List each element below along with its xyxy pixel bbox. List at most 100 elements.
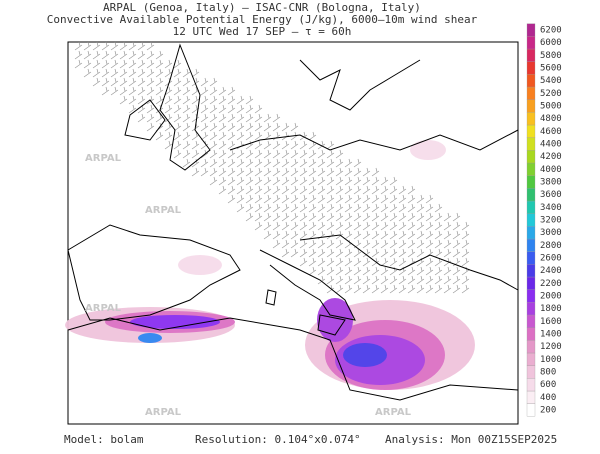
wind-barb (317, 248, 326, 258)
wind-barb (434, 230, 443, 240)
wind-barb (398, 221, 407, 231)
wind-barb (290, 176, 299, 186)
wind-barb (380, 248, 389, 258)
wind-barb (101, 68, 110, 78)
wind-barb (92, 59, 101, 69)
wind-barb (452, 221, 461, 231)
wind-barb (362, 221, 371, 231)
wind-barb (173, 149, 182, 159)
wind-barb (371, 257, 380, 267)
wind-barb (236, 122, 245, 132)
colorbar-swatch (526, 327, 536, 341)
wind-barb (290, 248, 299, 258)
wind-barb (155, 77, 164, 87)
wind-barb (335, 203, 344, 213)
wind-barb (335, 257, 344, 267)
watermark: ARPAL (145, 205, 182, 216)
colorbar-swatch (526, 175, 536, 189)
wind-barb (344, 248, 353, 258)
wind-barb (200, 77, 209, 87)
wind-barb (164, 59, 173, 69)
wind-barb (461, 275, 470, 285)
wind-barb (452, 248, 461, 258)
wind-barb (173, 113, 182, 123)
wind-barb (290, 140, 299, 150)
wind-barb (335, 248, 344, 258)
colorbar-label: 2000 (540, 292, 562, 302)
wind-barb (281, 131, 290, 141)
wind-barb (317, 203, 326, 213)
wind-barb (308, 257, 317, 267)
wind-barb (317, 194, 326, 204)
wind-barb (137, 41, 146, 51)
colorbar-swatch (526, 264, 536, 278)
wind-barb (173, 140, 182, 150)
wind-barb (245, 113, 254, 123)
wind-barb (164, 122, 173, 132)
wind-barb (326, 212, 335, 222)
wind-barb (254, 176, 263, 186)
wind-barb (461, 239, 470, 249)
wind-barb (83, 59, 92, 69)
wind-barb (380, 239, 389, 249)
colorbar-label: 2400 (540, 266, 562, 276)
wind-barb (164, 131, 173, 141)
wind-barb (326, 185, 335, 195)
wind-barb (281, 248, 290, 258)
colorbar-label: 2800 (540, 241, 562, 251)
wind-barb (452, 212, 461, 222)
wind-barb (389, 221, 398, 231)
wind-barb (326, 167, 335, 177)
wind-barb (281, 239, 290, 249)
wind-barb (299, 212, 308, 222)
wind-barb (119, 95, 128, 105)
wind-barb (218, 95, 227, 105)
wind-barb (182, 158, 191, 168)
wind-barb (128, 86, 137, 96)
map: ARPAL ARPAL ARPAL ARPAL ARPAL (65, 41, 519, 425)
wind-barb (344, 257, 353, 267)
wind-barb (290, 221, 299, 231)
wind-barb (398, 284, 407, 294)
wind-barb (281, 230, 290, 240)
colorbar-label: 5600 (540, 64, 562, 74)
wind-barb (317, 149, 326, 159)
colorbar-label: 2200 (540, 279, 562, 289)
colorbar-swatch (526, 200, 536, 214)
wind-barb (128, 41, 137, 51)
colorbar-swatch (526, 188, 536, 202)
wind-barb (272, 203, 281, 213)
wind-barb (272, 185, 281, 195)
wind-barb (434, 203, 443, 213)
wind-barb (389, 230, 398, 240)
wind-barb (425, 194, 434, 204)
wind-barb (254, 221, 263, 231)
wind-barb (272, 221, 281, 231)
wind-barb (371, 266, 380, 276)
wind-barb (245, 131, 254, 141)
wind-barb (101, 59, 110, 69)
wind-barb (299, 239, 308, 249)
wind-barb (101, 41, 110, 51)
wind-barb (380, 275, 389, 285)
colorbar-swatch (526, 61, 536, 75)
colorbar-label: 3200 (540, 216, 562, 226)
wind-barb (416, 194, 425, 204)
wind-barb (461, 257, 470, 267)
wind-barb (227, 131, 236, 141)
wind-barb (119, 59, 128, 69)
wind-barb (218, 167, 227, 177)
wind-barb (245, 95, 254, 105)
colorbar-label: 6200 (540, 26, 562, 36)
wind-barb (335, 275, 344, 285)
wind-barb (254, 158, 263, 168)
wind-barb (74, 50, 83, 60)
wind-barb (461, 284, 470, 294)
wind-barb (263, 230, 272, 240)
title-line: Convective Available Potential Energy (J… (47, 13, 478, 26)
wind-barb (308, 176, 317, 186)
wind-barb (218, 104, 227, 114)
wind-barb (182, 113, 191, 123)
wind-barb (182, 86, 191, 96)
wind-barb (200, 122, 209, 132)
